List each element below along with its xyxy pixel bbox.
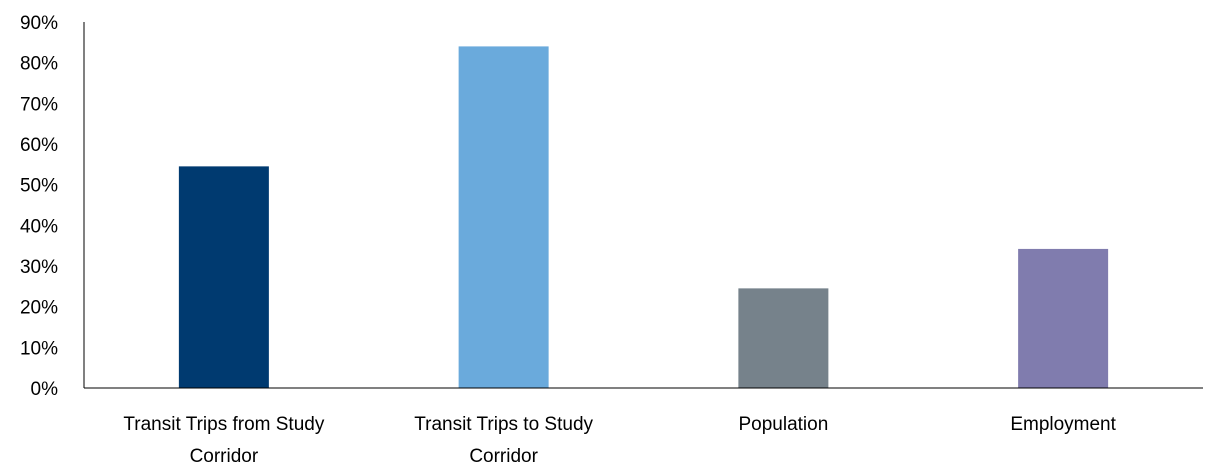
- bar: [1018, 248, 1109, 388]
- bar: [178, 166, 269, 388]
- bar: [738, 288, 829, 388]
- y-tick-label: 40%: [20, 216, 58, 237]
- x-category-label: Population: [738, 414, 828, 435]
- y-tick-label: 0%: [31, 379, 59, 400]
- y-tick-label: 80%: [20, 54, 58, 75]
- y-tick-label: 20%: [20, 298, 58, 319]
- x-category-label: Transit Trips to Study: [414, 414, 593, 435]
- y-tick-label: 60%: [20, 135, 58, 156]
- y-tick-label: 10%: [20, 338, 58, 359]
- x-category-label: Corridor: [190, 446, 259, 467]
- y-tick-label: 90%: [20, 13, 58, 34]
- y-tick-label: 30%: [20, 257, 58, 278]
- bars: [178, 46, 1109, 389]
- y-axis: 0% 10% 20% 30% 40% 50% 60% 70% 80% 90%: [20, 13, 58, 400]
- x-axis: Transit Trips from Study Corridor Transit …: [123, 414, 1116, 467]
- x-category-label: Corridor: [469, 446, 538, 467]
- x-category-label: Employment: [1010, 414, 1116, 435]
- x-category-label: Transit Trips from Study: [123, 414, 324, 435]
- bar: [458, 46, 549, 389]
- y-tick-label: 70%: [20, 94, 58, 115]
- y-tick-label: 50%: [20, 176, 58, 197]
